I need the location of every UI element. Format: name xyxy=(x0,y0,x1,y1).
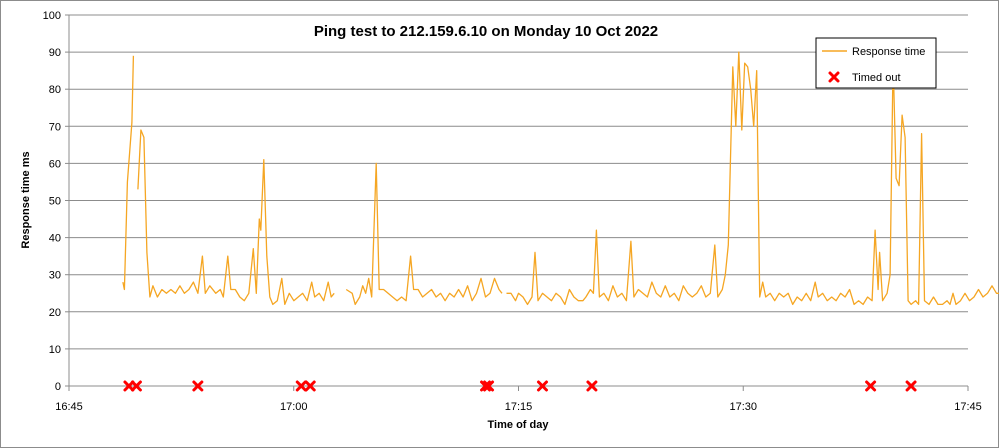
timeout-marker-7 xyxy=(536,380,548,392)
timeout-marker-8 xyxy=(586,380,598,392)
legend-timed-out-label: Timed out xyxy=(852,72,901,84)
x-tick-label-16:45: 16:45 xyxy=(55,401,83,413)
y-tick-label-40: 40 xyxy=(49,233,61,245)
timeout-marker-1 xyxy=(130,380,142,392)
timeout-marker-5 xyxy=(480,380,492,392)
legend-timeout-marker xyxy=(828,71,840,83)
plot-series xyxy=(122,51,999,392)
timeout-marker-0 xyxy=(123,380,135,392)
y-tick-label-20: 20 xyxy=(49,307,61,319)
y-tick-label-30: 30 xyxy=(49,270,61,282)
series-response-time-line xyxy=(122,51,999,306)
timeout-marker-2 xyxy=(192,380,204,392)
y-tick-label-100: 100 xyxy=(43,10,61,22)
y-tick-label-70: 70 xyxy=(49,121,61,133)
x-tick-labels: 16:45 17:00 17:15 17:30 17:45 xyxy=(55,401,982,413)
timeout-marker-3 xyxy=(295,380,307,392)
timeout-marker-4 xyxy=(304,380,316,392)
y-tick-label-10: 10 xyxy=(49,344,61,356)
x-tick-label-17:45: 17:45 xyxy=(954,401,982,413)
timeout-marker-9 xyxy=(865,380,877,392)
legend-timed-out-swatch xyxy=(828,71,840,83)
x-tick-label-17:00: 17:00 xyxy=(280,401,308,413)
y-tick-label-90: 90 xyxy=(49,47,61,59)
chart-title: Ping test to 212.159.6.10 on Monday 10 O… xyxy=(314,23,658,40)
legend-response-time-label: Response time xyxy=(852,46,925,58)
y-tick-label-80: 80 xyxy=(49,84,61,96)
x-tick-label-17:30: 17:30 xyxy=(729,401,757,413)
legend: Response time Timed out xyxy=(815,37,937,89)
x-tick-label-17:15: 17:15 xyxy=(505,401,533,413)
y-tick-labels: 0 10 20 30 40 50 60 70 80 90 100 xyxy=(43,10,61,393)
x-axis-title: Time of day xyxy=(488,419,550,431)
y-tick-label-60: 60 xyxy=(49,158,61,170)
timeout-marker-10 xyxy=(905,380,917,392)
y-axis-title: Response time ms xyxy=(20,151,32,248)
timeout-marker-6 xyxy=(483,380,495,392)
y-tick-label-0: 0 xyxy=(55,381,61,393)
y-tick-label-50: 50 xyxy=(49,196,61,208)
